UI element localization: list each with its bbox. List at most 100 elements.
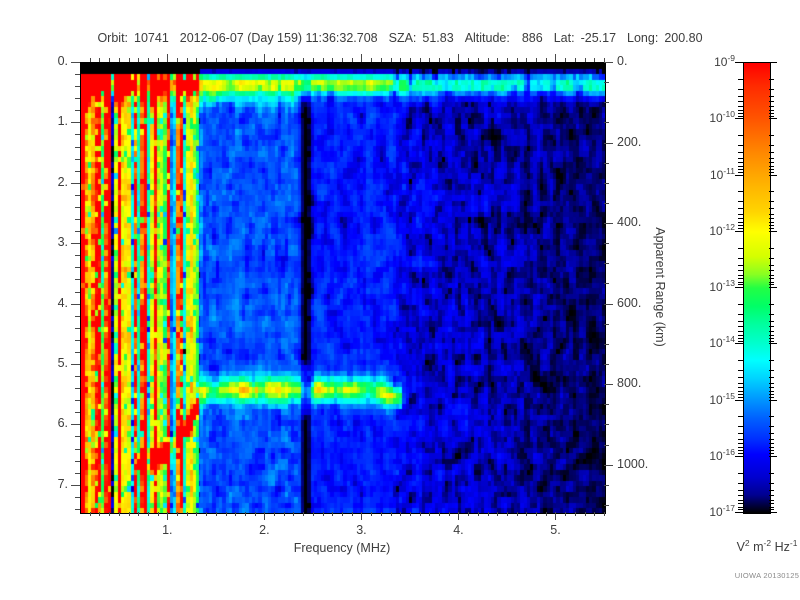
altitude-value: 886 (521, 31, 543, 45)
x-axis-tick-top (536, 58, 538, 62)
x-axis-tick (206, 512, 208, 516)
x-axis-tick-label: 5. (550, 523, 561, 537)
colorbar-tick-minor (738, 443, 743, 445)
x-axis-tick-top (157, 58, 159, 62)
y-axis-tick-right (604, 263, 609, 265)
y-axis-tick-left (71, 122, 80, 124)
x-axis-tick-top (244, 58, 246, 62)
y-axis-tick-label-left: 4. (57, 295, 68, 310)
y-axis-tick-left (75, 472, 80, 474)
colorbar-tick-major (735, 455, 743, 457)
colorbar-tick-major (735, 62, 743, 63)
y-axis-tick-left (75, 496, 80, 498)
colorbar-tick-label: 10-17 (709, 503, 735, 519)
x-axis-tick (147, 512, 149, 516)
x-axis-tick (167, 512, 169, 520)
colorbar-tick-minor (769, 326, 774, 328)
colorbar-tick-minor (769, 447, 774, 449)
y-axis-tick-left (75, 110, 80, 112)
x-axis-tick-top (390, 58, 392, 62)
colorbar-tick-minor (769, 426, 774, 428)
x-axis-tick (429, 512, 431, 516)
colorbar-tick-label: 10-9 (714, 53, 735, 69)
y-axis-tick-left (75, 170, 80, 172)
colorbar-tick-minor (769, 225, 774, 227)
colorbar-tick-minor (738, 330, 743, 332)
x-axis-tick-top (604, 58, 605, 62)
x-axis-tick-top (99, 58, 101, 62)
colorbar-tick-minor (738, 472, 743, 474)
x-axis-tick (109, 512, 111, 516)
colorbar-tick-minor (769, 165, 774, 167)
colorbar-tick-minor (769, 213, 774, 215)
colorbar-tick-minor (769, 201, 774, 203)
colorbar-tick-minor (769, 396, 774, 398)
x-axis-label: Frequency (MHz) (293, 541, 391, 555)
y-axis-tick-label-right: 0. (617, 54, 628, 68)
x-axis-tick (283, 512, 285, 516)
colorbar-tick-minor (738, 169, 743, 171)
colorbar-tick-minor (769, 313, 774, 315)
x-axis-tick-top (361, 54, 363, 62)
x-axis-tick-top (516, 58, 518, 62)
colorbar-tick-minor (769, 453, 774, 455)
colorbar-tick-label: 10-12 (709, 221, 735, 238)
colorbar-tick-minor (738, 382, 743, 384)
x-axis-tick (400, 512, 402, 516)
y-axis-tick-left (71, 182, 80, 184)
colorbar-tick-minor (738, 326, 743, 328)
colorbar-tick-minor (738, 495, 743, 497)
y-axis-tick-right (604, 444, 609, 446)
y-axis-tick-left (71, 484, 80, 486)
x-axis-tick-top (196, 58, 198, 62)
header-metadata: Orbit: 10741 2012-06-07 (Day 159) 11:36:32… (0, 31, 800, 45)
colorbar-tick-minor (738, 101, 743, 103)
colorbar-tick-minor (769, 88, 774, 90)
y-axis-tick-right (604, 223, 613, 225)
colorbar-tick-minor (738, 270, 743, 272)
x-axis-tick (235, 512, 237, 516)
colorbar-tick-minor (769, 337, 774, 339)
x-axis-tick (293, 512, 295, 516)
colorbar-tick-minor (738, 509, 743, 511)
x-axis-tick (584, 512, 586, 516)
colorbar-tick-minor (738, 247, 743, 249)
colorbar-tick-minor (738, 426, 743, 428)
colorbar (743, 62, 771, 514)
colorbar-tick-major (769, 343, 777, 345)
ionogram-heatmap (81, 63, 605, 513)
colorbar-tick-minor (738, 109, 743, 111)
orbit-value: 10741 (134, 31, 169, 45)
colorbar-tick-minor (738, 274, 743, 276)
colorbar-tick-minor (769, 101, 774, 103)
y-axis-tick-label-right: 200. (617, 134, 642, 149)
colorbar-tick-minor (769, 264, 774, 266)
y-axis-tick-right (604, 202, 609, 204)
x-axis-tick-top (167, 54, 169, 62)
colorbar-tick-minor (769, 382, 774, 384)
colorbar-tick-minor (738, 278, 743, 280)
x-axis-tick-top (206, 58, 208, 62)
x-axis-tick-top (555, 54, 557, 62)
colorbar-tick-minor (738, 450, 743, 452)
colorbar-tick-minor (769, 499, 774, 501)
x-axis-tick (264, 512, 266, 520)
colorbar-tick-minor (769, 152, 774, 154)
y-axis-tick-left (75, 231, 80, 233)
long-value: 200.80 (664, 31, 703, 45)
colorbar-tick-minor (738, 337, 743, 339)
x-axis-tick (516, 512, 518, 516)
x-axis-tick-top (332, 58, 334, 62)
colorbar-tick-minor (738, 284, 743, 286)
y-axis-tick-left (75, 400, 80, 402)
colorbar-tick-minor (769, 157, 774, 159)
colorbar-tick-minor (738, 334, 743, 336)
colorbar-tick-minor (738, 313, 743, 315)
y-axis-tick-label-left: 0. (57, 54, 68, 68)
colorbar-tick-minor (769, 115, 774, 117)
colorbar-tick-minor (769, 489, 774, 491)
y-axis-tick-left (75, 327, 80, 329)
colorbar-tick-label: 10-15 (709, 390, 735, 407)
colorbar-unit-label: V2 m-2 Hz-1 (736, 538, 798, 555)
y-axis-tick-right (604, 424, 609, 426)
